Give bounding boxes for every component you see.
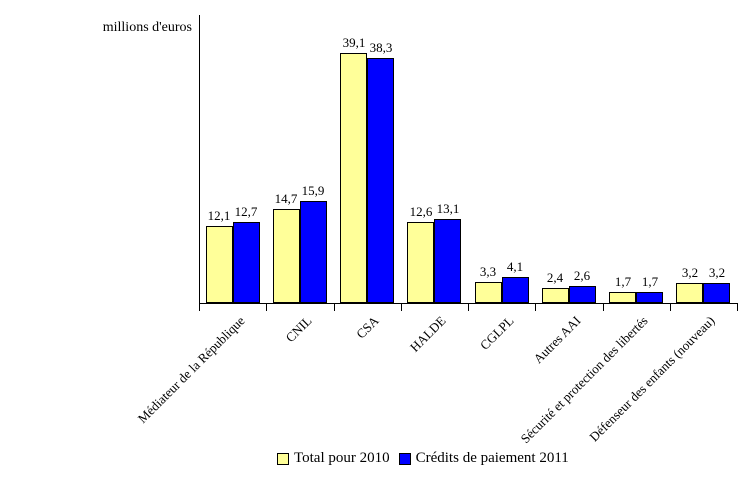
value-label-s0-c7: 3,2: [681, 265, 699, 280]
bar-s1-c2: [367, 58, 394, 303]
bar-s1-c7: [703, 283, 730, 303]
value-label-s0-c5: 2,4: [546, 270, 564, 285]
x-axis-tick: [199, 304, 200, 311]
x-axis-tick: [266, 304, 267, 311]
value-label-s0-c2: 39,1: [342, 35, 366, 50]
bar-s0-c1: [273, 209, 300, 303]
x-axis-tick: [670, 304, 671, 311]
legend-label-credits-2011: Crédits de paiement 2011: [415, 450, 569, 466]
bar-s0-c2: [340, 53, 367, 303]
bar-s1-c0: [233, 222, 260, 303]
bar-s0-c5: [542, 288, 569, 303]
x-axis-tick: [603, 304, 604, 311]
bar-s1-c6: [636, 292, 663, 303]
y-axis-label: millions d'euros: [102, 20, 192, 35]
value-label-s1-c2: 38,3: [369, 40, 393, 55]
legend-entry-credits-2011: Crédits de paiement 2011: [398, 450, 569, 467]
legend-swatch-total-2010: [277, 452, 289, 465]
value-label-s1-c1: 15,9: [301, 183, 325, 198]
bar-s0-c0: [206, 226, 233, 303]
value-label-s0-c3: 12,6: [409, 204, 433, 219]
x-axis: [199, 303, 738, 304]
value-label-s0-c1: 14,7: [274, 191, 298, 206]
legend-label-total-2010: Total pour 2010: [294, 450, 390, 466]
value-label-s0-c0: 12,1: [207, 208, 231, 223]
bar-s0-c4: [475, 282, 502, 303]
legend-entry-total-2010: Total pour 2010: [277, 450, 390, 467]
x-axis-tick: [737, 304, 738, 311]
value-label-s1-c3: 13,1: [436, 201, 460, 216]
legend: Total pour 2010 Crédits de paiement 2011: [277, 450, 569, 467]
value-label-s1-c4: 4,1: [506, 259, 524, 274]
bar-s1-c1: [300, 201, 327, 303]
bar-s0-c3: [407, 222, 434, 303]
value-label-s0-c6: 1,7: [614, 274, 632, 289]
value-label-s1-c6: 1,7: [641, 274, 659, 289]
value-label-s0-c4: 3,3: [479, 264, 497, 279]
value-label-s1-c5: 2,6: [573, 268, 591, 283]
bar-s1-c4: [502, 277, 529, 303]
value-label-s1-c0: 12,7: [234, 204, 258, 219]
y-axis: [199, 15, 200, 304]
x-axis-tick: [535, 304, 536, 311]
bar-s1-c5: [569, 286, 596, 303]
bar-s1-c3: [434, 219, 461, 303]
x-axis-tick: [401, 304, 402, 311]
bar-s0-c6: [609, 292, 636, 303]
x-axis-tick: [334, 304, 335, 311]
x-axis-tick: [468, 304, 469, 311]
legend-swatch-credits-2011: [398, 452, 411, 465]
bar-s0-c7: [676, 283, 703, 303]
value-label-s1-c7: 3,2: [708, 265, 726, 280]
